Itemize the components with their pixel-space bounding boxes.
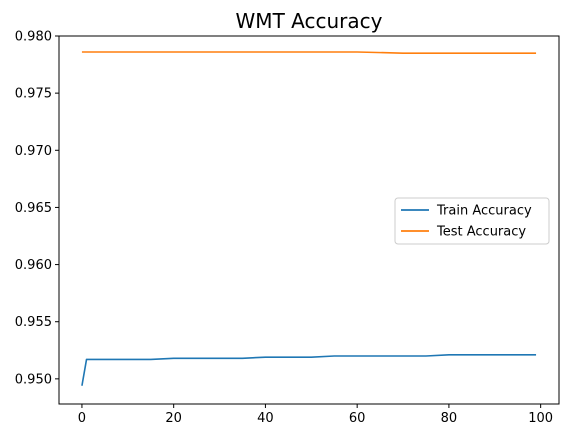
y-tick-label: 0.960	[15, 258, 52, 273]
x-tick-label: 0	[78, 411, 86, 426]
axes-layer: 0 20 40 60 80 100 0.950 0.955 0.960 0.965 0.970 0.9…	[15, 30, 560, 426]
plot-frame	[58, 35, 560, 405]
x-tick-label: 100	[528, 411, 553, 426]
series-line-0	[81, 354, 537, 386]
x-tick-label: 20	[165, 411, 182, 426]
y-tick-label: 0.950	[15, 372, 52, 387]
legend-label-1: Test Accuracy	[436, 225, 526, 240]
legend-label-0: Train Accuracy	[436, 204, 532, 219]
y-tick-label: 0.975	[15, 87, 52, 102]
series-layer	[81, 51, 537, 386]
series-line-1	[81, 51, 537, 54]
y-tick-label: 0.970	[15, 144, 52, 159]
x-tick-label: 60	[349, 411, 366, 426]
y-tick-label: 0.955	[15, 315, 52, 330]
y-tick-label: 0.965	[15, 201, 52, 216]
y-tick-label: 0.980	[15, 30, 52, 45]
chart-title: WMT Accuracy	[236, 9, 383, 33]
legend-box	[394, 197, 550, 245]
chart-legend: Train Accuracy Test Accuracy	[394, 197, 550, 245]
x-tick-label: 40	[257, 411, 274, 426]
x-tick-label: 80	[441, 411, 458, 426]
